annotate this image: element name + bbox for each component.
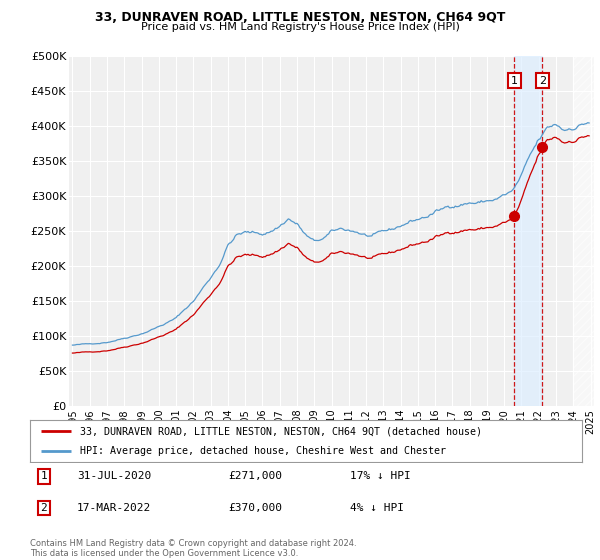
Text: 2: 2 [40,503,47,513]
Text: 33, DUNRAVEN ROAD, LITTLE NESTON, NESTON, CH64 9QT: 33, DUNRAVEN ROAD, LITTLE NESTON, NESTON… [95,11,505,24]
Text: 17-MAR-2022: 17-MAR-2022 [77,503,151,513]
Bar [514,56,542,406]
Text: 1: 1 [511,76,518,86]
Text: 2: 2 [539,76,546,86]
Text: Contains HM Land Registry data © Crown copyright and database right 2024.
This d: Contains HM Land Registry data © Crown c… [30,539,356,558]
Text: 33, DUNRAVEN ROAD, LITTLE NESTON, NESTON, CH64 9QT (detached house): 33, DUNRAVEN ROAD, LITTLE NESTON, NESTON… [80,426,482,436]
Text: 17% ↓ HPI: 17% ↓ HPI [350,472,411,482]
Bar [573,56,594,406]
Text: 1: 1 [40,472,47,482]
Text: 31-JUL-2020: 31-JUL-2020 [77,472,151,482]
Text: £370,000: £370,000 [229,503,283,513]
Text: HPI: Average price, detached house, Cheshire West and Chester: HPI: Average price, detached house, Ches… [80,446,446,456]
Text: Price paid vs. HM Land Registry's House Price Index (HPI): Price paid vs. HM Land Registry's House … [140,22,460,32]
Text: £271,000: £271,000 [229,472,283,482]
Text: 4% ↓ HPI: 4% ↓ HPI [350,503,404,513]
